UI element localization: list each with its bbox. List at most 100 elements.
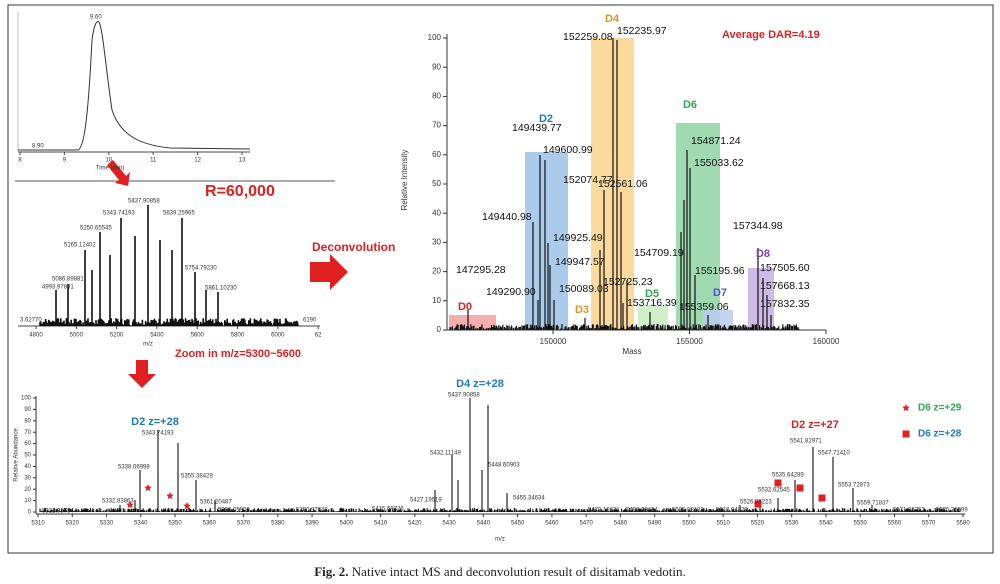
y-tick-label: 40 [24,464,31,470]
peak-label: 152561.06 [598,178,648,190]
peak-label: 5505.08183 [672,508,704,514]
x-tick-label: 6000 [271,333,285,339]
x-tick-label: 12 [194,158,201,164]
x-tick-label: 11 [150,158,157,164]
legend-label: D6 z=+28 [918,429,962,440]
peak-label: 5343.74193 [142,431,174,437]
species-label: D3 [575,304,589,316]
y-tick-label: 100 [428,33,442,42]
peak-label: 9.60 [90,15,102,21]
peak-label: 5165.12402 [64,243,96,249]
x-tick-label: 5200 [110,333,124,339]
y-tick-label: 0 [28,510,32,516]
peak-label: 149440.98 [482,211,532,223]
peak-label: 5532.62545 [758,488,790,494]
species-label: D6 [683,99,697,111]
x-tick-label: 5500 [682,521,696,527]
x-tick-label: 5400 [340,521,354,527]
peak-label: 147295.28 [456,264,506,276]
x-tick-label: 5460 [545,521,559,527]
peak-label: 5390.97048 [296,508,328,514]
peak-label: 5547.71410 [818,451,850,457]
zoom-trace [39,398,961,512]
peak-label: 5526.99223 [740,500,772,506]
peak-label: 5754.79230 [185,266,217,272]
x-tick-label: 5310 [31,521,45,527]
ms-trace [39,205,300,326]
y-tick-label: 60 [24,441,31,447]
x-tick-label: 9 [63,158,67,164]
species-label: D4 [605,13,620,25]
peak-label: 154709.19 [634,247,684,259]
peak-label: 5479.12631 [588,508,620,514]
x-tick-label: 5340 [134,521,148,527]
resolution-label: R=60,000 [205,183,275,200]
x-tick-label: 5530 [785,521,799,527]
x-tick-label: 5520 [751,521,765,527]
x-axis-label: Time (min) [96,166,124,172]
x-tick-label: 5510 [717,521,731,527]
arrow-label: Zoom in m/z=5300~5600 [175,348,301,360]
x-tick-label: 5540 [819,521,833,527]
peak-label: 150089.03 [559,283,609,295]
peak-label: 5332.83863 [102,499,134,505]
peak-label: 5541.82971 [790,439,822,445]
peak-label: 5861.10230 [205,286,237,292]
peak-label: 5321.95784 [42,509,74,515]
annotation: D2 z=+27 [791,419,839,431]
marker-square [818,494,826,502]
peak-label: 149600.99 [543,144,593,156]
peak-label: 5427.19519 [410,498,442,504]
peak-label: 155359.06 [679,301,729,313]
peak-label: 149439.77 [512,122,562,134]
species-band [703,310,733,330]
x-tick-label: 5320 [66,521,80,527]
x-tick-label: 8 [18,158,22,164]
marker-star [126,501,134,509]
x-tick-label: 5570 [922,521,936,527]
caption-text: Native intact MS and deconvolution resul… [352,564,686,579]
x-tick-label: 62 [315,333,322,339]
x-tick-label: 5600 [191,333,205,339]
species-label: D7 [713,287,727,299]
x-tick-label: 5440 [477,521,491,527]
y-axis-label: Relative Intensity [400,150,409,211]
x-tick-label: 10 [105,158,112,164]
caption: Fig. 2. Native intact MS and deconvoluti… [314,564,686,579]
arrow-down [107,160,130,186]
y-tick-label: 60 [432,150,441,159]
peak-label: 8.90 [32,144,44,150]
x-axis-label: Mass [622,347,641,356]
y-tick-label: 0 [437,325,442,334]
x-tick-label: 5800 [231,333,245,339]
peak-label: 5455.34634 [513,496,545,502]
marker-star [144,484,152,492]
peak-label: 152235.97 [617,25,667,37]
peak-label: 155033.62 [694,157,744,169]
peak-label: 152725.23 [603,276,653,288]
annotation: D4 z=+28 [456,378,504,390]
peak-label: 5415.69726 [372,507,404,513]
peak-label: 157832.35 [760,298,810,310]
y-axis-label: Relative Abundance [14,428,20,482]
figure-frame [7,4,994,554]
peak-label: 5361.20487 [200,500,232,506]
arrow-label: Deconvolution [312,240,395,254]
x-tick-label: 150000 [540,337,567,346]
species-label: D5 [645,288,659,300]
peak-label: 5553.72873 [838,483,870,489]
species-band [748,268,774,330]
x-tick-label: 5550 [854,521,868,527]
y-tick-label: 10 [432,296,441,305]
peak-label: 153716.39 [627,297,677,309]
species-band [676,123,720,330]
x-axis-label: m/z [143,342,153,348]
peak-label: 149290.90 [486,286,536,298]
chromatogram-trace [18,21,251,151]
y-tick-label: 30 [432,238,441,247]
peak-label: 5448.60903 [488,463,520,469]
peak-label: 155195.96 [695,265,745,277]
x-tick-label: 5470 [579,521,593,527]
legend-label: D6 z=+29 [918,403,962,414]
